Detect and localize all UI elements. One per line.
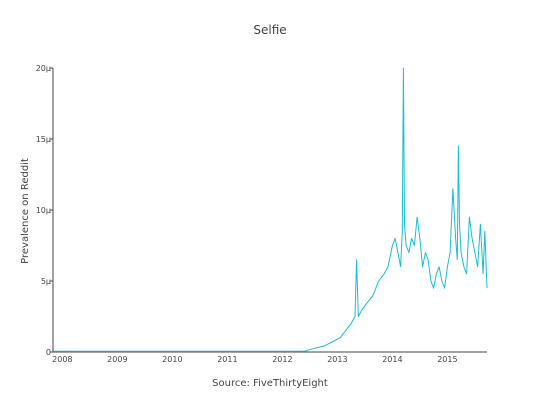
y-tick-label: 20μ xyxy=(36,64,51,73)
ticks: 0 5μ 10μ 15μ 20μ 2008 2009 2010 2011 2012 2013 2014… xyxy=(36,64,458,364)
axes xyxy=(52,68,487,353)
y-tick-label: 10μ xyxy=(36,206,51,215)
series-line xyxy=(53,67,488,352)
chart-title: Selfie xyxy=(253,23,286,37)
x-tick-label: 2009 xyxy=(107,355,127,364)
x-tick-label: 2015 xyxy=(437,355,457,364)
x-axis-title: Source: FiveThirtyEight xyxy=(212,378,328,389)
x-tick-label: 2008 xyxy=(52,355,72,364)
x-tick-label: 2011 xyxy=(217,355,237,364)
y-tick-label: 0 xyxy=(46,348,51,357)
y-axis-title: Prevalence on Reddit xyxy=(20,158,31,264)
x-tick-label: 2014 xyxy=(382,355,402,364)
x-tick-label: 2013 xyxy=(327,355,347,364)
x-tick-label: 2012 xyxy=(272,355,292,364)
y-tick-label: 15μ xyxy=(36,135,51,144)
y-tick-label: 5μ xyxy=(41,277,51,286)
x-tick-label: 2010 xyxy=(162,355,182,364)
plot-area xyxy=(53,67,488,352)
